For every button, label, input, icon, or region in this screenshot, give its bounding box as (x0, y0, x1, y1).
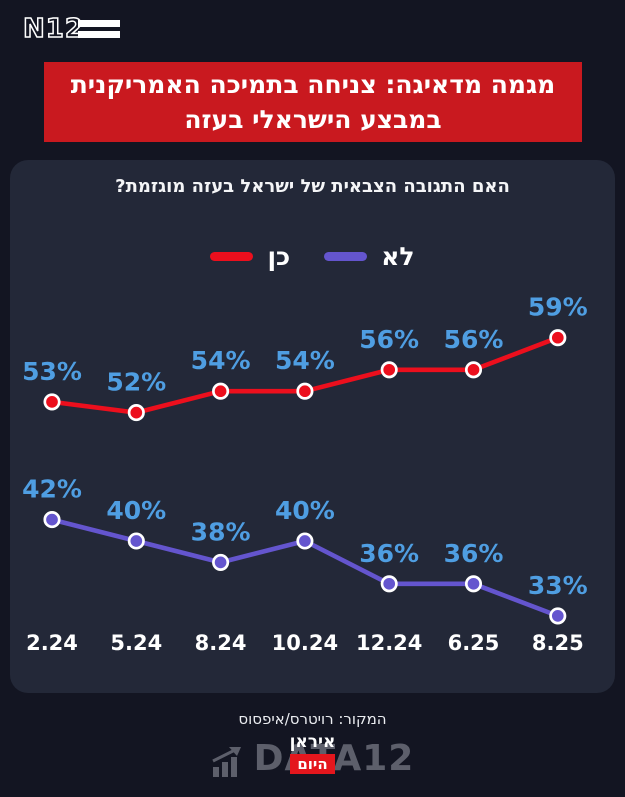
data-label-1-2: 38% (191, 517, 251, 546)
chart-title: האם התגובה הצבאית של ישראל בעזה מוגזמת? (115, 176, 510, 197)
data-label-1-6: 33% (528, 571, 588, 600)
data-point-0-1 (127, 404, 145, 422)
chart-card: האם התגובה הצבאית של ישראל בעזה מוגזמת? … (10, 160, 615, 693)
data-point-1-5 (464, 575, 483, 593)
data-point-1-1 (127, 532, 145, 550)
headline-line1: מגמה מדאיגה: צניחה בתמיכה האמריקנית (70, 70, 556, 99)
legend-dash-1 (324, 252, 368, 261)
x-axis-label-0: 2.24 (26, 631, 78, 655)
badge-line2: היום (290, 753, 335, 774)
data-point-0-3 (296, 382, 314, 400)
chart-legend: כן לא (10, 244, 615, 269)
x-axis-label-3: 10.24 (272, 631, 338, 655)
data-label-1-5: 36% (444, 539, 504, 568)
x-axis-label-4: 12.24 (356, 631, 422, 655)
data-label-1-1: 40% (106, 496, 166, 525)
data-label-0-0: 53% (22, 357, 82, 386)
data-label-0-3: 54% (275, 346, 335, 375)
iran-hayom-badge: איראן היום (0, 732, 625, 774)
data-point-0-0 (43, 393, 61, 411)
bar-chart-icon (211, 747, 241, 777)
data-point-0-4 (380, 361, 398, 379)
legend-dash-0 (210, 252, 254, 261)
legend-label-1: לא (381, 242, 415, 271)
data-point-1-0 (43, 511, 61, 529)
x-axis-label-1: 5.24 (110, 631, 162, 655)
data-label-0-2: 54% (191, 346, 251, 375)
data-point-1-3 (296, 532, 314, 550)
data-point-0-6 (549, 329, 567, 347)
x-axis-label-2: 8.24 (195, 631, 247, 655)
data-label-0-1: 52% (106, 368, 166, 397)
data-point-1-2 (212, 553, 230, 571)
legend-item-0: כן (210, 244, 290, 269)
logo-bar-bottom (78, 31, 120, 38)
legend-label-0: כן (267, 242, 291, 271)
data-label-1-3: 40% (275, 496, 335, 525)
data-label-0-5: 56% (444, 325, 504, 354)
headline-banner: מגמה מדאיגה: צניחה בתמיכה האמריקנית במבצ… (44, 62, 582, 142)
x-axis-label-6: 8.25 (532, 631, 584, 655)
x-axis-label-5: 6.25 (448, 631, 500, 655)
chart-svg: 53% 52% 54% 54% 56% 56% 59% 42% 40% 38% 40% 36% 36% 3… (22, 293, 588, 655)
legend-item-1: לא (324, 242, 415, 271)
data-point-0-2 (212, 382, 230, 400)
data-label-0-4: 56% (359, 325, 419, 354)
n12-logo: N12 (22, 13, 120, 45)
data-point-0-5 (464, 361, 483, 379)
logo-bar-top (78, 20, 120, 27)
headline-line2: במבצע הישראלי בעזה (184, 105, 442, 134)
data-label-1-4: 36% (359, 539, 419, 568)
data-point-1-4 (380, 575, 398, 593)
data-point-1-6 (549, 607, 567, 625)
data-label-0-6: 59% (528, 293, 588, 322)
data-label-1-0: 42% (22, 475, 82, 504)
source-text: המקור: רויטרס/איפסוס (238, 710, 387, 728)
n12-logo-text: N12 (23, 14, 84, 44)
badge-line1: איראן (289, 732, 336, 752)
